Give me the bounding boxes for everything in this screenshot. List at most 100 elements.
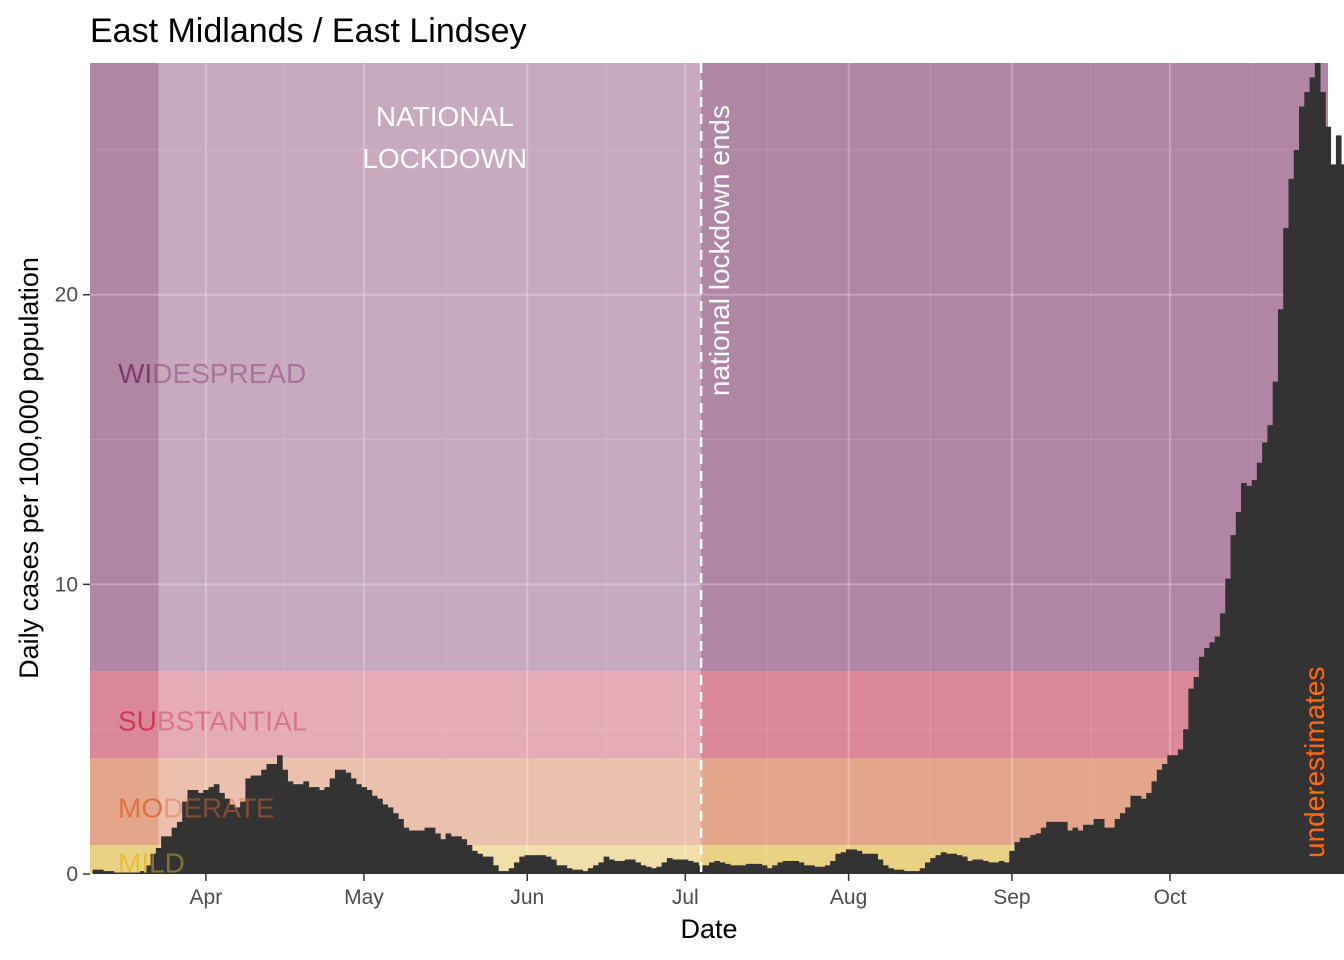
bar [1051, 821, 1058, 874]
band-widespread [90, 63, 1328, 672]
bar [282, 769, 288, 874]
bar [967, 860, 973, 874]
bar [1093, 818, 1100, 874]
bar [329, 778, 336, 874]
bar [914, 871, 921, 874]
bar [1114, 818, 1121, 874]
bar [1188, 688, 1195, 874]
y-tick-label: 20 [55, 284, 78, 307]
bar [956, 855, 963, 874]
lockdown-end-label: national lockdown ends [704, 105, 735, 396]
bar [224, 798, 231, 874]
bar [1304, 91, 1310, 874]
bar [924, 862, 931, 874]
y-tick-label: 0 [66, 863, 78, 886]
bar [993, 862, 1000, 874]
bar [735, 865, 742, 874]
bar [319, 790, 325, 874]
bar [593, 865, 599, 874]
bar [1288, 178, 1295, 874]
bar [166, 836, 173, 874]
bar [1214, 636, 1221, 874]
bar [1230, 535, 1237, 874]
bar [350, 778, 357, 874]
bar [566, 868, 573, 874]
bar [461, 839, 468, 874]
bar [977, 859, 984, 874]
bar [666, 858, 673, 874]
bar [1198, 656, 1205, 874]
lockdown-shading [158, 63, 702, 874]
bar [782, 860, 789, 874]
bar [909, 871, 915, 874]
x-tick-label: Apr [190, 886, 223, 909]
bar [824, 865, 831, 874]
bar [140, 871, 146, 874]
bar [514, 862, 520, 874]
band-label-moderate: MODERATE [118, 792, 275, 823]
bar [371, 795, 378, 874]
bar [1083, 824, 1089, 874]
bar [155, 847, 162, 874]
bar [624, 859, 631, 874]
bar [761, 865, 768, 874]
bar [292, 784, 299, 874]
bar [1277, 309, 1284, 875]
bar [334, 769, 341, 874]
underestimates-label: underestimates [1299, 667, 1330, 858]
y-axis: 0 10 20 [55, 284, 90, 886]
bar [893, 869, 900, 874]
bar [529, 855, 536, 874]
bar [951, 853, 957, 874]
bar [366, 790, 373, 874]
bar [1167, 755, 1173, 874]
bar [213, 784, 220, 874]
bar [1130, 795, 1137, 874]
bar [1035, 833, 1042, 874]
bar [535, 855, 541, 874]
bar [1162, 763, 1168, 874]
bar [97, 869, 104, 874]
bar [229, 804, 236, 874]
bar [809, 865, 815, 874]
bar [645, 866, 652, 874]
bar [714, 860, 720, 874]
x-tick-label: Oct [1154, 886, 1187, 909]
bar [456, 836, 462, 874]
bar [877, 859, 884, 874]
bar [408, 830, 415, 874]
bar [245, 778, 252, 874]
bar [656, 866, 662, 874]
bar [608, 859, 615, 874]
bar [113, 872, 120, 874]
bar [582, 871, 589, 874]
bar [1009, 850, 1015, 874]
bar [598, 862, 605, 874]
bar [1119, 813, 1126, 874]
bar [756, 863, 763, 874]
bar [1109, 827, 1116, 874]
bar [1272, 381, 1279, 874]
bar [719, 862, 726, 874]
bar [1314, 63, 1321, 874]
bar [176, 821, 183, 874]
bar [661, 862, 668, 874]
bar [872, 853, 878, 874]
bar [1209, 642, 1216, 874]
x-tick-label: Jul [672, 886, 699, 909]
bar [487, 856, 494, 874]
bar [1204, 648, 1210, 874]
bar [788, 860, 794, 874]
bar [703, 865, 710, 874]
bar [830, 860, 836, 874]
bar [861, 853, 868, 874]
bar [1098, 818, 1105, 874]
bar [972, 859, 979, 874]
bar [940, 852, 947, 874]
bar [1235, 511, 1242, 874]
bar [340, 769, 346, 874]
bar [745, 863, 752, 874]
bar [187, 790, 194, 874]
bar [171, 827, 178, 874]
bar [888, 868, 894, 874]
